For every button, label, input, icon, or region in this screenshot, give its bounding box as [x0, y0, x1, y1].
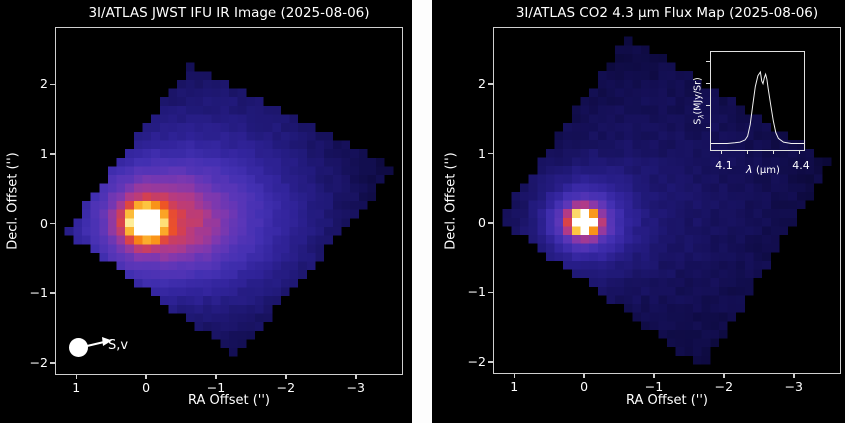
- y-tick-mark: [50, 83, 55, 86]
- x-tick-label: 0: [142, 380, 151, 395]
- ir-x-axis-label: RA Offset (''): [187, 393, 271, 408]
- ir-image-plot-area: 3I/ATLAS JWST IFU IR Image (2025-08-06) …: [6, 5, 403, 408]
- x-tick-label: −3: [784, 379, 803, 394]
- y-tick-mark: [50, 292, 55, 294]
- y-tick-label: 1: [40, 145, 48, 161]
- inset-xlabel-lambda: λ: [746, 163, 753, 176]
- inset-tick-mark: [720, 150, 722, 154]
- y-tick-mark: [488, 291, 493, 294]
- x-tick-mark: [583, 373, 585, 378]
- right-edge-strip: [845, 0, 849, 423]
- x-tick-mark: [793, 373, 795, 378]
- y-tick-mark: [50, 153, 55, 155]
- x-tick-mark: [285, 374, 287, 379]
- co2-panel-title: 3I/ATLAS CO2 4.3 μm Flux Map (2025-08-06…: [515, 5, 819, 21]
- y-tick-label: −1: [467, 284, 486, 300]
- y-tick-label: −1: [29, 285, 48, 301]
- inset-tick-mark: [706, 83, 710, 84]
- panel-divider: [412, 0, 432, 423]
- x-tick-label: −3: [346, 380, 365, 395]
- inset-tick-mark: [706, 105, 710, 106]
- inset-tick-mark: [773, 150, 775, 154]
- inset-tick-label-4p1: 4.1: [715, 159, 733, 172]
- x-tick-mark: [145, 374, 147, 379]
- sun-velocity-arrow-icon: [69, 337, 112, 357]
- x-tick-mark: [723, 373, 725, 378]
- inset-x-axis-label: λ (μm): [746, 163, 780, 176]
- x-tick-label: −1: [644, 379, 664, 394]
- y-tick-label: 2: [478, 76, 486, 92]
- x-tick-mark: [513, 373, 515, 378]
- x-tick-label: 0: [580, 379, 589, 394]
- x-tick-mark: [75, 374, 77, 379]
- y-tick-mark: [488, 83, 493, 85]
- spectrum-inset-box: [710, 51, 805, 151]
- y-tick-mark: [488, 152, 493, 155]
- x-tick-label: −2: [276, 380, 296, 395]
- y-tick-label: 0: [478, 215, 486, 230]
- co2-flux-heatmap: [494, 28, 840, 373]
- spectrum-line: [711, 70, 804, 144]
- x-tick-label: 1: [510, 379, 519, 394]
- y-tick-mark: [50, 362, 55, 364]
- sun-velocity-annotation-label: S,v: [108, 338, 129, 353]
- x-tick-label: 1: [72, 380, 81, 395]
- inset-xlabel-unit: (μm): [756, 165, 780, 176]
- x-tick-label: −2: [714, 379, 734, 394]
- x-tick-mark: [215, 374, 217, 379]
- co2-map-plot-area: 3I/ATLAS CO2 4.3 μm Flux Map (2025-08-06…: [444, 5, 841, 408]
- y-tick-label: 0: [40, 215, 48, 231]
- ir-panel-title: 3I/ATLAS JWST IFU IR Image (2025-08-06): [88, 5, 370, 21]
- y-tick-label: −2: [29, 354, 48, 370]
- y-tick-label: −2: [467, 353, 486, 369]
- y-tick-mark: [50, 222, 55, 225]
- inset-tick-mark: [799, 150, 801, 154]
- co2-spectrum-curve: [711, 70, 804, 144]
- inset-ylabel-unit: (MJy/Sr): [692, 77, 704, 115]
- co2-x-axis-label: RA Offset (''): [625, 393, 709, 408]
- y-tick-mark: [488, 222, 493, 224]
- y-tick-label: 2: [40, 76, 48, 92]
- y-tick-label: 1: [478, 145, 486, 161]
- ir-y-axis-label: Decl. Offset (''): [5, 152, 21, 250]
- inset-tick-mark: [746, 150, 748, 154]
- inset-ylabel-subscript: λ: [697, 114, 706, 119]
- inset-y-axis-label: Sλ(MJy/Sr): [693, 77, 706, 124]
- inset-tick-mark: [706, 61, 710, 62]
- y-tick-mark: [488, 361, 493, 363]
- inset-tick-mark: [706, 127, 710, 128]
- inset-tick-label-4p4: 4.4: [792, 159, 810, 172]
- x-tick-mark: [653, 373, 655, 378]
- x-tick-label: −1: [206, 380, 226, 395]
- ir-image-heatmap: [56, 28, 402, 374]
- inset-ylabel-prefix: S: [692, 118, 704, 125]
- co2-y-axis-label: Decl. Offset (''): [443, 151, 459, 250]
- x-tick-mark: [355, 374, 357, 379]
